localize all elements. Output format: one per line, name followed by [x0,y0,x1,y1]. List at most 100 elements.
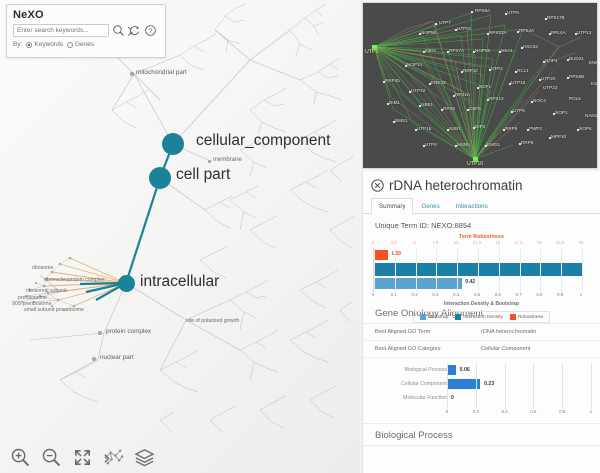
network-node[interactable] [423,145,426,148]
network-label-utp5[interactable]: UTP5 [513,108,525,113]
zoom-in-icon[interactable] [10,447,31,468]
network-label-utp8[interactable]: UTP8 [425,142,437,147]
network-label-utp7[interactable]: UTP7 [439,20,451,25]
network-node[interactable] [521,47,524,50]
network-node[interactable] [423,51,426,54]
network-node[interactable] [543,61,546,64]
tree-label-nuclear-part[interactable]: nuclear part [100,354,134,361]
tree-label-small-subunit-processome[interactable]: small subunit processome [24,307,84,313]
tree-label-cellular-component[interactable]: cellular_component [196,132,331,149]
network-node[interactable] [429,83,432,86]
network-node[interactable] [461,71,464,74]
network-node[interactable] [509,83,512,86]
network-label-nop56[interactable]: NOP56 [421,30,437,35]
network-node[interactable] [531,101,534,104]
network-hub-label-utp10[interactable]: UTP10 [467,161,484,167]
network-label-utp21[interactable]: UTP21 [457,26,472,31]
network-label-rps7a[interactable]: RPS7A [449,48,465,53]
network-node[interactable] [489,69,492,72]
tab-interactions[interactable]: Interactions [455,203,488,210]
tree-label-ribosome[interactable]: ribosome [32,265,54,271]
network-label-nop58[interactable]: NOP58 [475,48,491,53]
network-label-ubb1[interactable]: UBB1 [421,102,434,107]
network-node[interactable] [567,77,570,80]
network-node[interactable] [453,95,456,98]
network-label-cbf5[interactable]: CBF5 [469,106,481,111]
view-toolbar[interactable] [0,442,360,473]
network-node[interactable] [393,121,396,124]
network-node[interactable] [511,111,514,114]
radio-genes-dot[interactable] [66,41,73,48]
network-label-rps8a[interactable]: RPS8A [475,8,491,13]
term-info-panel[interactable]: rDNA heterochromatin Summary Genes Inter… [362,171,600,473]
zoom-out-icon[interactable] [41,447,62,468]
info-tabs[interactable]: Summary Genes Interactions [363,197,600,214]
network-label-rps4a[interactable]: RPS4A [519,28,535,33]
network-label-rcl1[interactable]: RCL1 [517,68,529,73]
network-node[interactable] [473,51,476,54]
network-node[interactable] [415,129,418,132]
legend-item-interaction-density[interactable]: Interaction Density [455,314,503,320]
network-node[interactable] [435,23,438,26]
radio-genes[interactable]: Genes [66,41,94,48]
network-label-bms1[interactable]: BMS1 [395,118,408,123]
search-icon[interactable] [112,24,125,37]
network-node[interactable] [419,33,422,36]
network-node[interactable] [545,18,548,21]
network-label-msn5[interactable]: MSN5 [457,142,470,147]
tree-label-90s-preribosome[interactable]: 90S preribosome [12,301,52,307]
network-node[interactable] [467,109,470,112]
network-label-noc4[interactable]: NOC4 [533,98,546,103]
network-label-rps22a[interactable]: RPS22A [489,30,507,35]
network-label-rps1a[interactable]: RPS1A [455,92,471,97]
network-node[interactable] [447,129,450,132]
network-node[interactable] [515,71,518,74]
tab-summary[interactable]: Summary [371,198,414,214]
network-node[interactable] [447,51,450,54]
network-label-rrp12[interactable]: RRP12 [463,68,478,73]
network-label-rps9b[interactable]: RPS9B [569,74,585,79]
help-icon[interactable]: ? [144,24,157,37]
network-label-nop14[interactable]: NOP14 [407,62,423,67]
legend-item-robustness[interactable]: Robustness [509,314,543,320]
search-panel[interactable]: NeXO ? By: Keywords [6,4,166,58]
network-node[interactable] [517,31,520,34]
network-label-ssa1[interactable]: SSA1 [501,48,513,53]
network-node[interactable] [499,51,502,54]
network-node[interactable] [485,145,488,148]
network-label-utp6[interactable]: UTP6 [507,10,519,15]
network-node[interactable] [383,81,386,84]
network-node[interactable] [539,79,542,82]
network-view-icon[interactable] [103,447,124,468]
network-label-utp23[interactable]: UTP23 [543,85,558,90]
radio-keywords-dot[interactable] [26,41,33,48]
interaction-network-panel[interactable]: UTP9 UTP10 RPS8A UTP6 UTP7 NOP56 RPS17B … [362,2,598,169]
refresh-icon[interactable] [128,24,141,37]
network-hub-label-utp9[interactable]: UTP9 [365,49,379,55]
network-node[interactable] [477,87,480,90]
tree-dot-nuclear-part[interactable] [92,357,96,361]
network-label-utp22[interactable]: UTP22 [411,88,426,93]
layers-icon[interactable] [134,447,155,468]
network-label-rrp9[interactable]: RRP9 [505,126,518,131]
bar-robustness[interactable] [375,250,389,260]
tree-label-ribosomal-subunit[interactable]: ribosomal subunit [26,288,67,294]
network-label-ssb1[interactable]: SSB1 [449,126,461,131]
network-node[interactable] [471,11,474,14]
close-circle-icon[interactable] [371,179,384,192]
network-label-ksp1[interactable]: KSP1 [591,81,598,86]
tree-label-cell-part[interactable]: cell part [176,166,231,183]
tree-node-cell-part[interactable] [149,167,171,189]
network-node[interactable] [487,99,490,102]
fit-screen-icon[interactable] [72,447,93,468]
network-label-dim1[interactable]: DIM1 [389,100,400,105]
network-label-utp13[interactable]: UTP13 [577,30,592,35]
network-node[interactable] [455,29,458,32]
network-label-emg1[interactable]: EMG1 [487,142,501,147]
network-node[interactable] [487,33,490,36]
network-node[interactable] [419,105,422,108]
network-node[interactable] [503,129,506,132]
network-label-bud21[interactable]: BUD21 [569,56,584,61]
network-label-utp20[interactable]: UTP20 [541,76,556,81]
network-label-imp3[interactable]: IMP3 [425,48,436,53]
